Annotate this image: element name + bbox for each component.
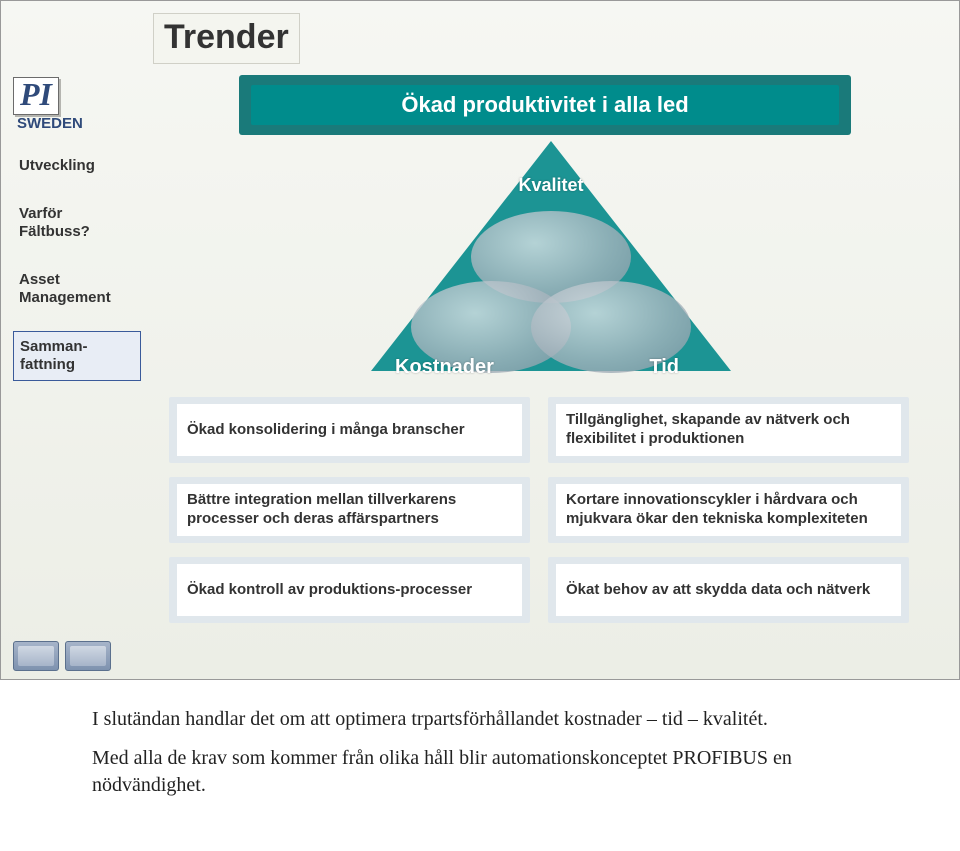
sidebar-item-utveckling: Utveckling (13, 151, 141, 181)
footer-notes: I slutändan handlar det om att optimera … (92, 706, 872, 811)
pi-logo-text: PI (20, 76, 52, 112)
info-box-text: Kortare innovationscykler i hårdvara och… (556, 484, 901, 536)
footer-paragraph-1: I slutändan handlar det om att optimera … (92, 706, 872, 733)
sidebar-item-asset: Asset Management (13, 265, 141, 313)
sidebar: Utveckling Varför Fältbuss? Asset Manage… (13, 151, 141, 399)
info-box-text: Tillgänglighet, skapande av nätverk och … (556, 404, 901, 456)
info-box-text: Bättre integration mellan tillverkarens … (177, 484, 522, 536)
logo-sweden: SWEDEN (17, 115, 83, 132)
device-icon (13, 641, 59, 671)
sidebar-item-varfor: Varför Fältbuss? (13, 199, 141, 247)
info-box-text: Ökat behov av att skydda data och nätver… (556, 564, 901, 616)
triangle-label-right: Tid (649, 356, 679, 379)
banner: Ökad produktivitet i alla led (239, 75, 851, 135)
slide: Trender PI SWEDEN Utveckling Varför Fält… (0, 0, 960, 680)
info-box: Tillgänglighet, skapande av nätverk och … (548, 397, 909, 463)
banner-front: Ökad produktivitet i alla led (251, 85, 839, 125)
info-box: Bättre integration mellan tillverkarens … (169, 477, 530, 543)
info-box-grid: Ökad konsolidering i många branscher Til… (169, 397, 909, 623)
info-box-text: Ökad konsolidering i många branscher (177, 404, 522, 456)
info-box: Ökat behov av att skydda data och nätver… (548, 557, 909, 623)
footer-paragraph-2: Med alla de krav som kommer från olika h… (92, 745, 872, 799)
info-box-text: Ökad kontroll av produktions-processer (177, 564, 522, 616)
logo: PI SWEDEN (13, 77, 133, 133)
sidebar-item-samman: Samman-fattning (13, 331, 141, 381)
info-box: Kortare innovationscykler i hårdvara och… (548, 477, 909, 543)
triangle-label-top: Kvalitet (518, 175, 583, 196)
footer-icons (13, 641, 111, 671)
triangle-label-left: Kostnader (395, 356, 494, 379)
device-icon (65, 641, 111, 671)
info-box: Ökad kontroll av produktions-processer (169, 557, 530, 623)
triangle-diagram: Kvalitet Kostnader Tid (351, 141, 751, 391)
pi-logo-box: PI (13, 77, 59, 115)
page-title: Trender (153, 13, 300, 64)
info-box: Ökad konsolidering i många branscher (169, 397, 530, 463)
